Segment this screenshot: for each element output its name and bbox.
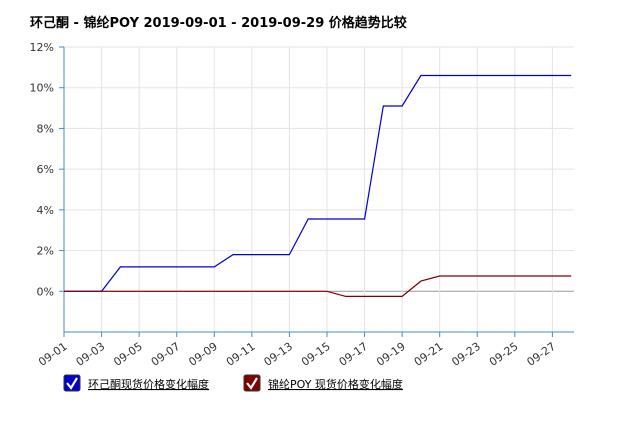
legend-check <box>246 377 258 390</box>
x-tick-label: 09-09 <box>186 340 220 369</box>
x-tick-label: 09-27 <box>524 340 558 369</box>
x-tick-label: 09-11 <box>224 340 258 369</box>
legend-checkbox[interactable] <box>63 374 81 392</box>
y-tick-label: 4% <box>37 204 54 217</box>
y-tick-label: 12% <box>30 41 54 54</box>
y-tick-label: 6% <box>37 163 54 176</box>
x-tick-label: 09-19 <box>374 340 408 369</box>
x-tick-label: 09-01 <box>36 340 70 369</box>
x-tick-label: 09-21 <box>412 340 446 369</box>
y-tick-label: 8% <box>37 122 54 135</box>
legend-item[interactable]: 锦纶POY 现货价格变化幅度 <box>243 374 403 392</box>
x-tick-label: 09-05 <box>111 340 145 369</box>
y-tick-label: 0% <box>37 285 54 298</box>
x-tick-label: 09-17 <box>337 340 371 369</box>
x-tick-label: 09-25 <box>487 340 521 369</box>
series-line <box>64 74 572 292</box>
legend-check <box>66 377 78 390</box>
x-tick-label: 09-07 <box>149 340 183 369</box>
x-tick-label: 09-13 <box>261 340 295 369</box>
chart-title: 环己酮 - 锦纶POY 2019-09-01 - 2019-09-29 价格趋势… <box>30 15 407 31</box>
legend-label: 锦纶POY 现货价格变化幅度 <box>268 377 403 391</box>
y-tick-label: 10% <box>30 82 54 95</box>
x-tick-label: 09-03 <box>74 340 108 369</box>
legend-label: 环己酮现货价格变化幅度 <box>88 377 209 391</box>
legend-item[interactable]: 环己酮现货价格变化幅度 <box>63 374 209 392</box>
y-tick-label: 2% <box>37 245 54 258</box>
x-tick-label: 09-23 <box>449 340 483 369</box>
legend-checkbox[interactable] <box>243 374 261 392</box>
series-line <box>64 275 572 297</box>
x-tick-label: 09-15 <box>299 340 333 369</box>
